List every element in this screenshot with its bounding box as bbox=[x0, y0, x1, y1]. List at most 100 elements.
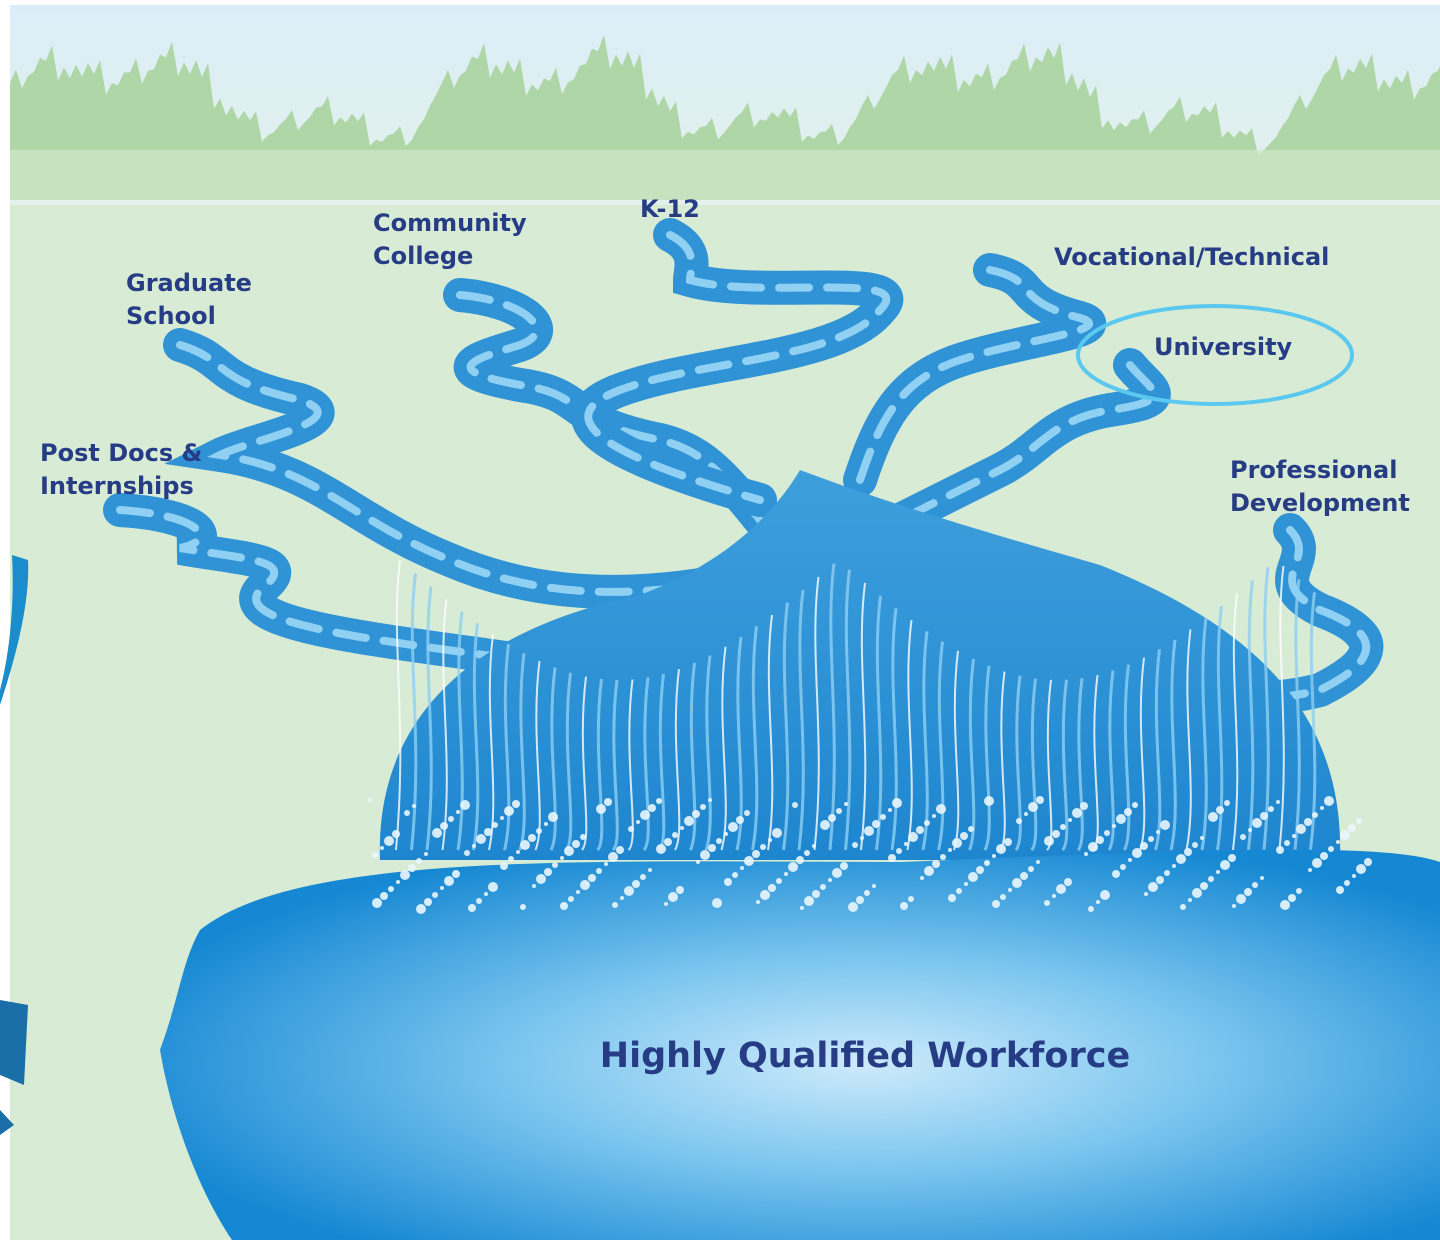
foam-bubble bbox=[380, 892, 388, 900]
foam-bubble bbox=[992, 900, 1000, 908]
foam-bubble bbox=[872, 820, 880, 828]
foam-bubble bbox=[1104, 830, 1110, 836]
foam-bubble bbox=[1132, 802, 1138, 808]
foam-bubble bbox=[444, 876, 454, 886]
foam-bubble bbox=[924, 866, 934, 876]
foam-bubble bbox=[1240, 834, 1246, 840]
foam-bubble bbox=[440, 886, 444, 890]
foam-bubble bbox=[840, 862, 848, 870]
foam-bubble bbox=[1156, 876, 1164, 884]
label-line: School bbox=[126, 302, 216, 330]
foam-bubble bbox=[1312, 858, 1322, 868]
foam-bubble bbox=[452, 870, 460, 878]
foam-bubble bbox=[1112, 870, 1120, 878]
foam-bubble bbox=[664, 838, 672, 846]
foam-bubble bbox=[1028, 802, 1038, 812]
foam-bubble bbox=[604, 862, 608, 866]
foam-bubble bbox=[1276, 846, 1284, 854]
foam-bubble bbox=[440, 822, 448, 830]
foam-bubble bbox=[1120, 864, 1126, 870]
foam-bubble bbox=[1184, 848, 1192, 856]
foam-bubble bbox=[1320, 852, 1328, 860]
foam-bubble bbox=[1296, 888, 1302, 894]
foam-bubble bbox=[1304, 818, 1312, 826]
foam-bubble bbox=[964, 882, 968, 886]
foam-bubble bbox=[752, 850, 760, 858]
foam-bubble bbox=[484, 828, 492, 836]
foam-bubble bbox=[1148, 882, 1158, 892]
foam-bubble bbox=[956, 888, 962, 894]
foam-bubble bbox=[804, 850, 810, 856]
foam-bubble bbox=[380, 846, 384, 850]
foam-bubble bbox=[468, 904, 476, 912]
foam-bubble bbox=[1348, 824, 1356, 832]
foam-bubble bbox=[1140, 842, 1148, 850]
foam-bubble bbox=[516, 850, 520, 854]
foam-bubble bbox=[544, 868, 552, 876]
foam-bubble bbox=[488, 882, 498, 892]
foam-bubble bbox=[1356, 864, 1366, 874]
foam-bubble bbox=[552, 862, 558, 868]
foam-bubble bbox=[948, 894, 956, 902]
foam-bubble bbox=[976, 866, 984, 874]
foam-bubble bbox=[940, 854, 946, 860]
foam-bubble bbox=[1288, 894, 1296, 902]
foam-bubble bbox=[736, 816, 744, 824]
foam-bubble bbox=[744, 856, 754, 866]
foam-bubble bbox=[1356, 818, 1362, 824]
foam-bubble bbox=[1156, 830, 1160, 834]
label-line: Community bbox=[373, 209, 527, 237]
foam-bubble bbox=[616, 846, 624, 854]
foam-bubble bbox=[424, 852, 428, 856]
foam-bubble bbox=[700, 850, 710, 860]
foam-bubble bbox=[952, 838, 962, 848]
foam-bubble bbox=[632, 880, 640, 888]
foam-bubble bbox=[1208, 812, 1218, 822]
foam-bubble bbox=[1276, 800, 1280, 804]
foam-bubble bbox=[1192, 888, 1202, 898]
foam-bubble bbox=[900, 902, 908, 910]
foam-bubble bbox=[724, 832, 728, 836]
foam-bubble bbox=[372, 852, 378, 858]
foam-bubble bbox=[1148, 836, 1154, 842]
foam-bubble bbox=[864, 826, 874, 836]
foam-bubble bbox=[1308, 868, 1312, 872]
foam-bubble bbox=[400, 870, 410, 880]
foam-bubble bbox=[1260, 812, 1268, 820]
label-line: Post Docs & bbox=[40, 439, 202, 467]
foam-bubble bbox=[500, 816, 504, 820]
label-line: K-12 bbox=[640, 195, 700, 223]
foam-bubble bbox=[1084, 852, 1088, 856]
foam-bubble bbox=[1044, 836, 1054, 846]
foam-bubble bbox=[924, 820, 930, 826]
foam-bubble bbox=[460, 800, 470, 810]
foam-bubble bbox=[1192, 842, 1198, 848]
foam-bubble bbox=[676, 886, 684, 894]
foam-bubble bbox=[836, 808, 842, 814]
foam-bubble bbox=[1252, 818, 1262, 828]
foam-bubble bbox=[920, 876, 924, 880]
foam-bubble bbox=[1320, 806, 1324, 810]
foam-bubble bbox=[476, 834, 486, 844]
label-line: College bbox=[373, 242, 473, 270]
foam-bubble bbox=[1260, 876, 1264, 880]
foam-bubble bbox=[960, 832, 968, 840]
foam-bubble bbox=[588, 874, 596, 882]
foam-bubble bbox=[1064, 878, 1072, 886]
foam-bubble bbox=[1008, 888, 1012, 892]
foam-bubble bbox=[1044, 900, 1050, 906]
foam-bubble bbox=[880, 814, 886, 820]
foam-bubble bbox=[656, 844, 666, 854]
foam-bubble bbox=[560, 856, 564, 860]
foam-bubble bbox=[1052, 894, 1056, 898]
foam-bubble bbox=[568, 896, 574, 902]
foam-bubble bbox=[1328, 846, 1334, 852]
foam-bubble bbox=[1016, 818, 1022, 824]
foam-bubble bbox=[872, 884, 876, 888]
foam-bubble bbox=[532, 884, 536, 888]
foam-bubble bbox=[800, 906, 804, 910]
foam-bubble bbox=[888, 808, 892, 812]
foam-bubble bbox=[396, 880, 400, 884]
foam-bubble bbox=[1268, 806, 1274, 812]
label-line: Professional bbox=[1230, 456, 1397, 484]
